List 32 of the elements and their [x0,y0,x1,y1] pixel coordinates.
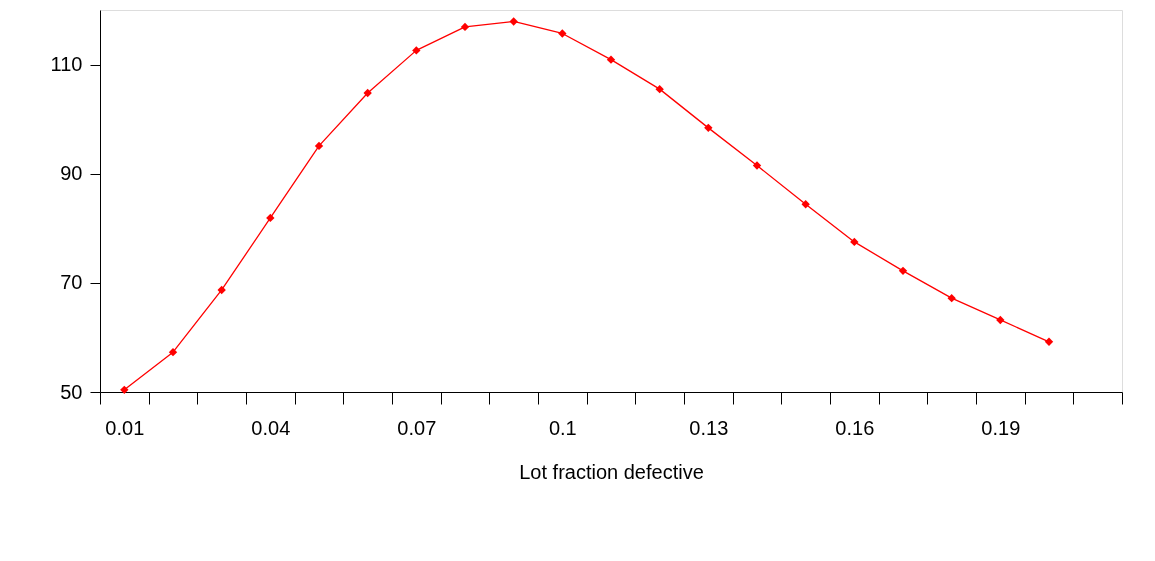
point [752,161,762,170]
point [168,347,178,357]
point [460,22,470,32]
x-tick-label: 0.01 [105,416,145,439]
point [947,293,956,303]
y-tick-label: 90 [60,162,83,185]
point [850,237,859,247]
point [363,88,372,98]
point [898,266,908,276]
x-tick-label: 0.04 [251,416,291,439]
x-axis-title: Lot fraction defective [519,460,704,483]
point [266,213,275,223]
x-tick-label: 0.1 [548,416,577,439]
point [704,123,713,133]
point [655,84,664,94]
point [996,315,1005,325]
point [412,46,421,55]
point [120,385,129,394]
x-tick-label: 0.16 [835,416,875,439]
x-tick-label: 0.07 [397,416,437,439]
point [606,55,616,64]
x-tick-label: 0.13 [689,416,729,439]
point [558,29,567,38]
point [217,285,226,295]
point [314,141,324,151]
x-tick-label: 0.19 [981,416,1021,439]
y-tick-label: 110 [50,53,83,76]
point [801,200,810,209]
point [509,17,518,26]
y-tick-label: 50 [60,380,83,403]
point [1044,337,1054,346]
y-tick-label: 70 [60,271,83,294]
